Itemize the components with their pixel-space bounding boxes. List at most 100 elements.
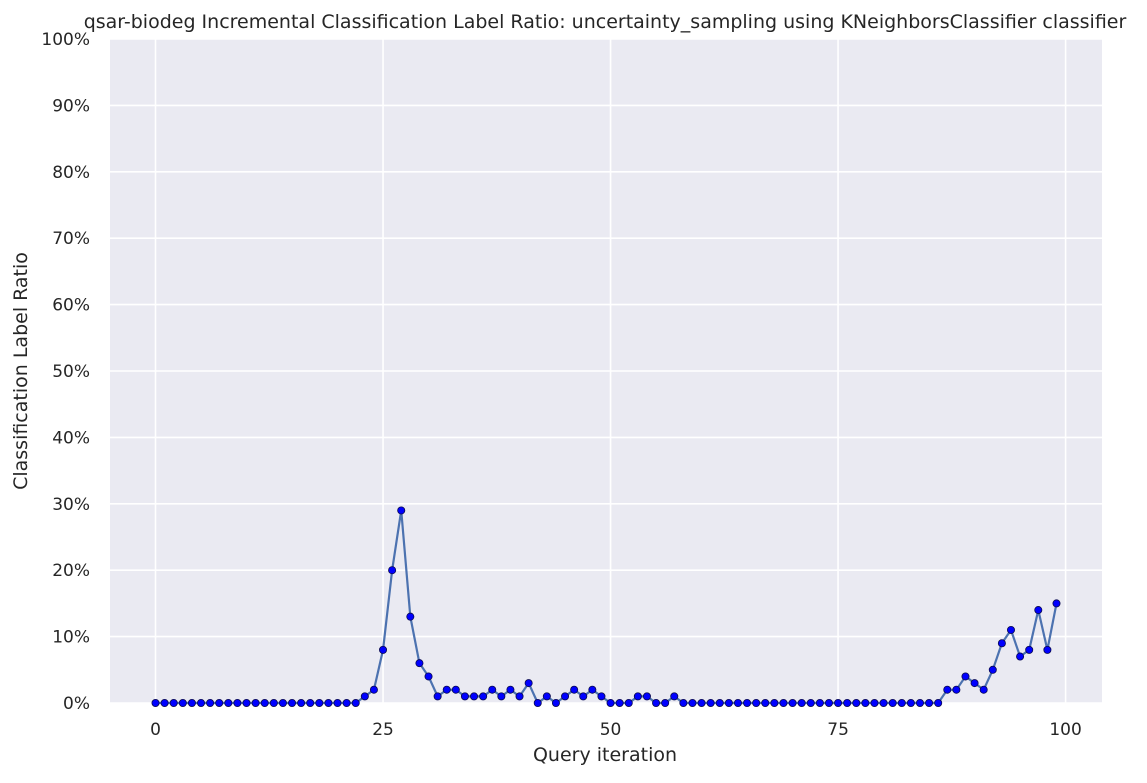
data-point <box>770 699 779 708</box>
data-point <box>470 692 479 701</box>
y-tick-label: 60% <box>52 296 90 316</box>
data-point <box>388 566 397 575</box>
data-point <box>524 679 533 688</box>
y-tick-label: 10% <box>52 628 90 648</box>
y-tick-label: 30% <box>52 495 90 515</box>
data-point <box>406 612 415 621</box>
data-point <box>752 699 761 708</box>
data-point <box>952 685 961 694</box>
y-tick-label: 100% <box>41 30 90 50</box>
data-point <box>288 699 297 708</box>
y-tick-label: 80% <box>52 163 90 183</box>
x-tick-label: 25 <box>372 720 394 740</box>
data-point <box>342 699 351 708</box>
y-axis-label: Classification Label Ratio <box>10 252 32 490</box>
y-tick-label: 90% <box>52 96 90 116</box>
data-point <box>979 685 988 694</box>
data-point <box>642 692 651 701</box>
chart-title: qsar-biodeg Incremental Classification L… <box>84 11 1127 33</box>
data-point <box>715 699 724 708</box>
data-point <box>852 699 861 708</box>
data-point <box>479 692 488 701</box>
data-point <box>379 645 388 654</box>
data-point <box>488 685 497 694</box>
data-point <box>497 692 506 701</box>
data-point <box>324 699 333 708</box>
data-point <box>397 506 406 515</box>
x-tick-label: 75 <box>827 720 849 740</box>
data-point <box>788 699 797 708</box>
x-axis-label: Query iteration <box>533 744 677 766</box>
data-point <box>442 685 451 694</box>
data-point <box>206 699 215 708</box>
data-point <box>351 699 360 708</box>
data-point <box>915 699 924 708</box>
data-point <box>269 699 278 708</box>
data-point <box>561 692 570 701</box>
data-point <box>1043 645 1052 654</box>
data-point <box>333 699 342 708</box>
data-point <box>679 699 688 708</box>
data-point <box>624 699 633 708</box>
series-line <box>155 509 1058 705</box>
data-point <box>724 699 733 708</box>
data-point <box>297 699 306 708</box>
data-point <box>415 659 424 668</box>
data-point <box>360 692 369 701</box>
data-point <box>233 699 242 708</box>
data-point <box>160 699 169 708</box>
data-point <box>197 699 206 708</box>
data-point <box>906 699 915 708</box>
data-point <box>834 699 843 708</box>
data-point <box>1034 606 1043 615</box>
data-point <box>515 692 524 701</box>
data-point <box>961 672 970 681</box>
data-point <box>988 665 997 674</box>
data-point <box>606 699 615 708</box>
data-point <box>1025 645 1034 654</box>
data-point <box>879 699 888 708</box>
y-tick-label: 20% <box>52 561 90 581</box>
data-point <box>697 699 706 708</box>
y-tick-label: 70% <box>52 229 90 249</box>
data-point <box>251 699 260 708</box>
x-tick-label: 100 <box>1049 720 1081 740</box>
data-point <box>943 685 952 694</box>
data-point <box>706 699 715 708</box>
data-point <box>570 685 579 694</box>
data-point <box>761 699 770 708</box>
y-tick-label: 40% <box>52 428 90 448</box>
data-point <box>551 699 560 708</box>
data-point <box>169 699 178 708</box>
data-point <box>897 699 906 708</box>
data-point <box>670 692 679 701</box>
data-point <box>797 699 806 708</box>
data-point <box>652 699 661 708</box>
data-point <box>733 699 742 708</box>
y-tick-label: 0% <box>63 694 90 714</box>
data-point <box>806 699 815 708</box>
data-point <box>187 699 196 708</box>
y-tick-label: 50% <box>52 362 90 382</box>
data-point <box>260 699 269 708</box>
data-point <box>597 692 606 701</box>
data-point <box>661 699 670 708</box>
data-point <box>633 692 642 701</box>
data-point <box>779 699 788 708</box>
data-point <box>224 699 233 708</box>
data-point <box>533 699 542 708</box>
data-point <box>588 685 597 694</box>
data-point <box>925 699 934 708</box>
data-point <box>997 639 1006 648</box>
data-point <box>888 699 897 708</box>
data-point <box>315 699 324 708</box>
data-point <box>242 699 251 708</box>
data-point <box>369 685 378 694</box>
data-point <box>506 685 515 694</box>
data-point <box>934 699 943 708</box>
data-point <box>688 699 697 708</box>
data-point <box>970 679 979 688</box>
x-tick-label: 0 <box>150 720 161 740</box>
